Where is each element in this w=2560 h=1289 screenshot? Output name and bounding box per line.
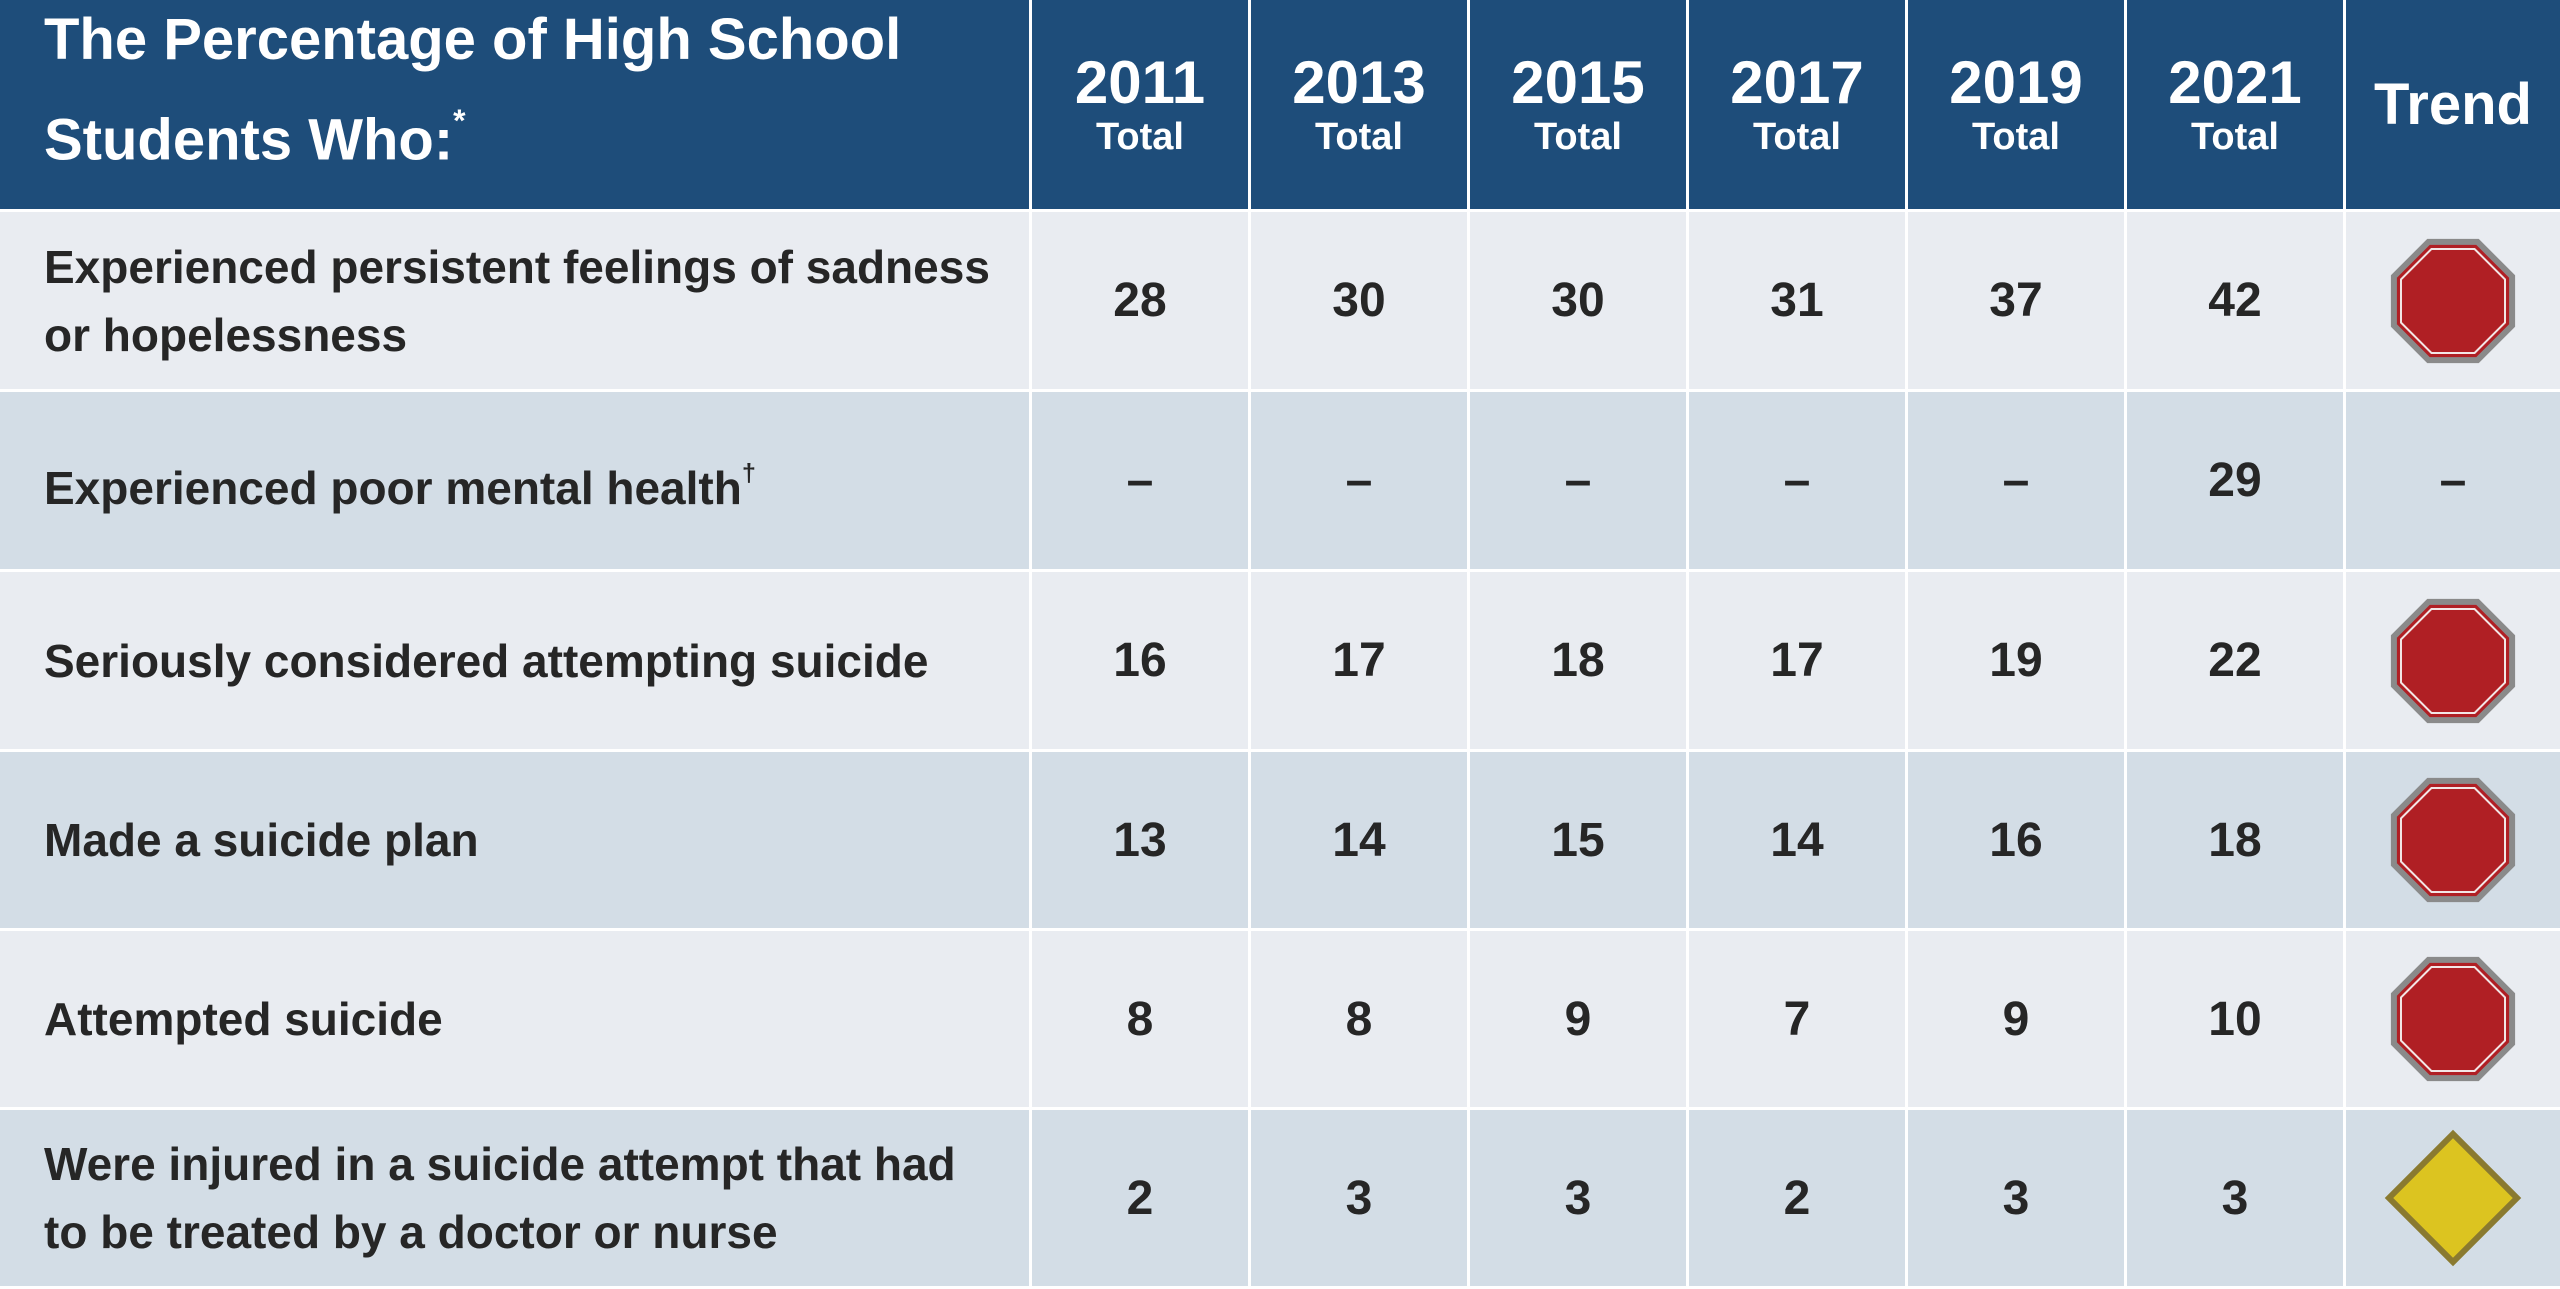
- row-label-text: Were injured in a suicide attempt that h…: [44, 1138, 956, 1258]
- value: 18: [2127, 752, 2346, 931]
- year-header: 2017 Total: [1689, 0, 1908, 212]
- row-label-text: Seriously considered attempting suicide: [44, 634, 929, 687]
- trend-cell: [2346, 1110, 2560, 1289]
- value: 29: [2127, 392, 2346, 572]
- row-note: †: [741, 459, 756, 488]
- value: 14: [1689, 752, 1908, 931]
- row-label-text: Experienced poor mental health: [44, 461, 742, 514]
- year-sub: Total: [1972, 115, 2060, 158]
- value: 19: [1908, 572, 2127, 752]
- row-label-text: Experienced persistent feelings of sadne…: [44, 240, 990, 361]
- row-label: Were injured in a suicide attempt that h…: [44, 1130, 999, 1266]
- value: 3: [2127, 1110, 2346, 1289]
- value: 31: [1689, 212, 1908, 392]
- value: 2: [1032, 1110, 1251, 1289]
- trend-cell: [2346, 572, 2560, 752]
- value: 18: [1470, 572, 1689, 752]
- value: 16: [1908, 752, 2127, 931]
- year-header: 2011 Total: [1032, 0, 1251, 212]
- value: 9: [1470, 931, 1689, 1110]
- row-label-text: Made a suicide plan: [44, 814, 479, 866]
- year: 2015: [1511, 48, 1645, 116]
- year-sub: Total: [1534, 115, 1622, 158]
- value: 9: [1908, 931, 2127, 1110]
- stop-icon: [2390, 238, 2516, 363]
- value: 30: [1251, 212, 1470, 392]
- title-cell: The Percentage of High School Students W…: [0, 0, 1032, 212]
- value: –: [1689, 392, 1908, 572]
- value: 28: [1032, 212, 1251, 392]
- value: 16: [1032, 572, 1251, 752]
- year: 2011: [1074, 48, 1206, 116]
- caution-icon: [2384, 1129, 2522, 1267]
- year-sub: Total: [1753, 115, 1841, 158]
- row-label: Attempted suicide: [44, 985, 443, 1053]
- row-label-cell: Were injured in a suicide attempt that h…: [0, 1110, 1032, 1289]
- value: 42: [2127, 212, 2346, 392]
- row-label: Seriously considered attempting suicide: [44, 627, 928, 695]
- trend-cell: [2346, 212, 2560, 392]
- value: –: [1032, 392, 1251, 572]
- value: 8: [1032, 931, 1251, 1110]
- value: 7: [1689, 931, 1908, 1110]
- value: –: [1908, 392, 2127, 572]
- year-header: 2015 Total: [1470, 0, 1689, 212]
- year-sub: Total: [1096, 115, 1184, 158]
- year-sub: Total: [1315, 115, 1403, 158]
- value: 30: [1470, 212, 1689, 392]
- value: 17: [1251, 572, 1470, 752]
- value: 3: [1908, 1110, 2127, 1289]
- value: 22: [2127, 572, 2346, 752]
- stop-icon: [2390, 598, 2516, 723]
- title-note: *: [453, 102, 466, 138]
- trend-header: Trend: [2346, 0, 2560, 212]
- year: 2021: [2168, 48, 2302, 116]
- year: 2013: [1292, 48, 1426, 116]
- row-label-cell: Seriously considered attempting suicide: [0, 572, 1032, 752]
- value: 14: [1251, 752, 1470, 931]
- year-header: 2013 Total: [1251, 0, 1470, 212]
- year: 2019: [1949, 48, 2083, 116]
- row-label: Made a suicide plan: [44, 806, 479, 874]
- year-header: 2021 Total: [2127, 0, 2346, 212]
- trend-cell: [2346, 752, 2560, 931]
- stop-icon: [2390, 956, 2516, 1082]
- value: 3: [1251, 1110, 1470, 1289]
- value: 37: [1908, 212, 2127, 392]
- title-text: The Percentage of High School Students W…: [44, 7, 902, 173]
- value: 3: [1470, 1110, 1689, 1289]
- year-sub: Total: [2191, 115, 2279, 158]
- year: 2017: [1730, 48, 1864, 116]
- trend-cell: [2346, 931, 2560, 1110]
- value: 10: [2127, 931, 2346, 1110]
- row-label: Experienced persistent feelings of sadne…: [44, 233, 999, 369]
- value: 8: [1251, 931, 1470, 1110]
- value: 2: [1689, 1110, 1908, 1289]
- title: The Percentage of High School Students W…: [44, 0, 1029, 181]
- year-header: 2019 Total: [1908, 0, 2127, 212]
- row-label-cell: Experienced persistent feelings of sadne…: [0, 212, 1032, 392]
- row-label-cell: Experienced poor mental health†: [0, 392, 1032, 572]
- value: 15: [1470, 752, 1689, 931]
- row-label: Experienced poor mental health†: [44, 439, 756, 522]
- row-label-text: Attempted suicide: [44, 993, 443, 1045]
- value: –: [1251, 392, 1470, 572]
- stop-icon: [2390, 777, 2516, 903]
- value: 17: [1689, 572, 1908, 752]
- trend-cell: –: [2346, 392, 2560, 572]
- value: 13: [1032, 752, 1251, 931]
- row-label-cell: Made a suicide plan: [0, 752, 1032, 931]
- value: –: [1470, 392, 1689, 572]
- row-label-cell: Attempted suicide: [0, 931, 1032, 1110]
